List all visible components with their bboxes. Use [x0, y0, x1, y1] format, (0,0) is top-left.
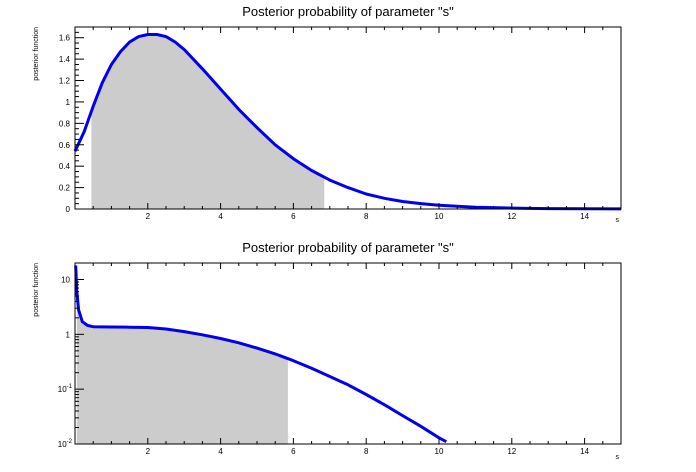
top-y-tick-label: 1.6: [59, 34, 71, 43]
bottom-y-axis-label: posterior function: [33, 263, 40, 317]
top-y-axis: 0 0.2 0.4 0.6 0.8 1 1.2 1.4 1.6: [59, 26, 84, 214]
top-y-tick-label: 1.4: [59, 55, 71, 64]
top-x-tick-label: 6: [291, 212, 296, 221]
bot-x-tick-label: 14: [580, 447, 589, 456]
top-y-tick-label: 1.2: [59, 77, 71, 86]
top-y-tick-label: 0: [66, 205, 71, 214]
top-y-tick-label: 1: [66, 98, 71, 107]
top-x-axis-label: s: [616, 217, 620, 224]
bottom-y-axis: 10 1 10-1 10-2: [58, 262, 84, 449]
bottom-chart-title: Posterior probability of parameter "s": [242, 240, 454, 255]
bot-x-tick-label: 6: [291, 447, 296, 456]
top-y-tick-label: 0.6: [59, 141, 71, 150]
top-x-tick-label: 4: [218, 212, 223, 221]
top-x-axis: 2 4 6 8 10 12 14: [74, 27, 622, 221]
bottom-x-axis: 2 4 6 8 10 12 14: [74, 263, 622, 456]
top-x-tick-label: 10: [435, 212, 444, 221]
top-x-tick-label: 2: [146, 212, 151, 221]
bot-x-tick-label: 4: [218, 447, 223, 456]
top-x-tick-label: 14: [580, 212, 589, 221]
bottom-panel: Posterior probability of parameter "s" 2…: [33, 240, 622, 461]
top-chart-title: Posterior probability of parameter "s": [242, 4, 454, 19]
top-y-tick-label: 0.4: [59, 162, 71, 171]
bot-x-tick-label: 12: [507, 447, 516, 456]
bot-x-tick-label: 2: [146, 447, 151, 456]
top-posterior-line: [73, 33, 622, 211]
bot-x-tick-label: 10: [435, 447, 444, 456]
top-y-tick-label: 0.8: [59, 119, 71, 128]
bot-y-tick-label: 1: [66, 330, 71, 339]
top-panel: Posterior probability of parameter "s" 2…: [33, 4, 622, 224]
bottom-shaded-interval: [76, 291, 288, 444]
top-x-tick-label: 8: [364, 212, 369, 221]
bot-x-tick-label: 8: [364, 447, 369, 456]
bottom-x-axis-label: s: [616, 454, 620, 461]
bot-y-tick-label: 10: [61, 276, 70, 285]
bot-y-tick-label: 10-2: [58, 439, 73, 449]
bot-y-tick-label: 10-1: [58, 384, 73, 394]
top-shaded-interval: [91, 34, 325, 209]
bottom-posterior-line: [74, 265, 448, 444]
top-x-tick-label: 12: [507, 212, 516, 221]
top-y-tick-label: 0.2: [59, 184, 71, 193]
top-y-axis-label: posterior function: [33, 27, 40, 81]
